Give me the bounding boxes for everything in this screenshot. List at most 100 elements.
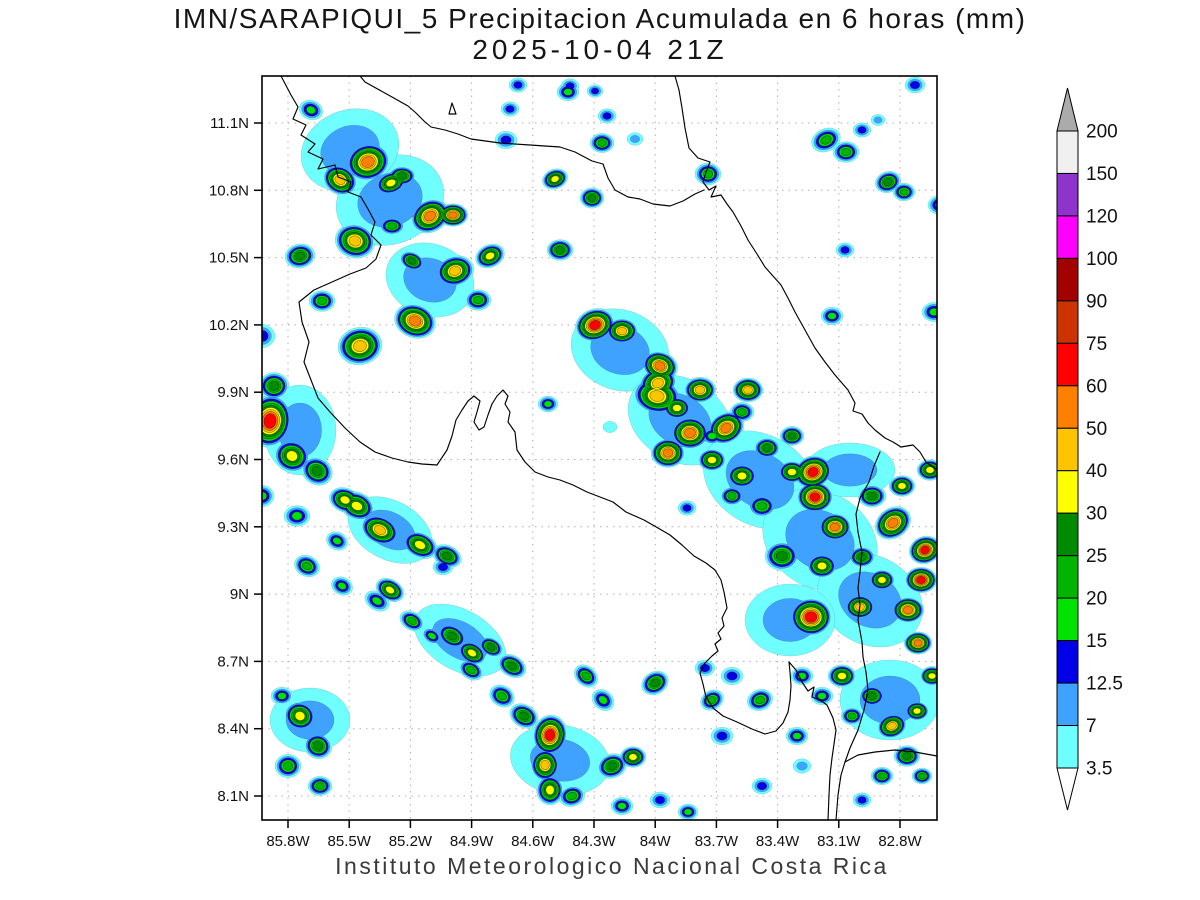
precip-contour-ring (407, 616, 417, 626)
x-tick-label: 83.4W (756, 833, 800, 850)
precip-contour-ring (857, 796, 867, 804)
precip-contour-ring (485, 251, 495, 261)
precip-contour-ring (699, 663, 711, 673)
colorbar-label: 15 (1086, 631, 1107, 652)
precip-contour-ring (466, 665, 476, 675)
precip-contour-ring (650, 678, 660, 688)
precip-contour-ring (775, 550, 789, 562)
precip-contour-ring (912, 707, 922, 715)
precip-contour-ring (545, 784, 555, 796)
precip-contour-ring (294, 711, 306, 721)
precip-contour-ring (654, 795, 666, 805)
precip-contour-ring (787, 432, 797, 440)
precip-contour-ring (602, 112, 612, 120)
precip-contour-ring (840, 246, 850, 254)
precip-contour-ring (606, 761, 618, 771)
colorbar-segment (1056, 342, 1079, 387)
precip-contour-ring (873, 116, 883, 124)
precip-contour-ring (294, 251, 306, 261)
precip-contour-ring (316, 296, 328, 306)
precip-contour-ring (830, 522, 840, 532)
precip-contour-ring (282, 761, 294, 771)
colorbar-label: 20 (1086, 589, 1107, 610)
precip-contour-ring (407, 257, 417, 265)
precip-contour-ring (472, 295, 484, 305)
precip-contour-ring (683, 808, 693, 816)
colorbar-over-arrow (1056, 87, 1079, 132)
precip-contour-ring (339, 495, 351, 505)
precip-contour-ring (581, 671, 591, 681)
colorbar-segment (1056, 682, 1079, 727)
colorbar-label: 60 (1086, 376, 1107, 397)
precip-contour-ring (867, 692, 877, 700)
x-tick-label: 82.8W (878, 833, 922, 850)
colorbar-label: 7 (1086, 716, 1097, 737)
precip-contour-ring (727, 492, 737, 500)
y-tick-label: 9N (230, 586, 249, 603)
colorbar-label: 120 (1086, 206, 1118, 227)
precip-contour-ring (628, 753, 638, 761)
precip-contour-ring (563, 88, 573, 96)
precip-contour-ring (505, 105, 515, 113)
colorbar-segment (1056, 512, 1079, 557)
precip-contour-ring (373, 525, 387, 535)
precip-contour-ring (302, 561, 312, 571)
precip-contour-ring (598, 695, 608, 705)
y-tick-label: 11.1N (210, 115, 249, 132)
colorbar-segment (1056, 130, 1079, 174)
precip-contour-ring (916, 576, 926, 584)
chart-title: IMN/SARAPIQUI_5 Precipitacion Acumulada … (173, 3, 1027, 34)
colorbar-segment (1056, 172, 1079, 217)
precip-contour-ring (726, 671, 738, 681)
precip-contour-ring (756, 781, 768, 791)
precip-contour-ring (567, 791, 577, 801)
colorbar-label: 12.5 (1086, 674, 1123, 695)
precip-contour-ring (792, 732, 802, 740)
colorbar-label: 200 (1086, 122, 1118, 143)
precip-contour-ring (311, 465, 323, 477)
precip-contour-ring (809, 492, 821, 502)
precip-contour-ring (386, 222, 398, 230)
precip-contour-ring (820, 135, 832, 145)
x-tick-label: 85.5W (328, 833, 372, 850)
x-tick-label: 84.3W (572, 833, 616, 850)
precip-contour-ring (716, 731, 728, 741)
precip-contour-ring (737, 408, 747, 416)
precip-contour-ring (427, 632, 437, 640)
precip-contour-ring (587, 194, 597, 202)
precip-contour-ring (925, 466, 935, 474)
precip-contour-ring (796, 761, 808, 771)
precip-contour-ring (684, 427, 696, 439)
precip-contour-ring (315, 782, 325, 790)
precip-contour-ring (804, 611, 818, 623)
precip-contour-ring (662, 448, 674, 458)
precip-contour-ring (597, 139, 607, 147)
x-tick-label: 85.2W (389, 833, 433, 850)
y-tick-label: 8.1N (217, 788, 249, 805)
coastline-caribbean (674, 76, 937, 471)
colorbar-label: 90 (1086, 291, 1107, 312)
precip-contour-ring (682, 504, 692, 512)
precip-contour-ring (543, 400, 553, 408)
precip-contour-ring (332, 536, 342, 546)
precip-contour-ring (927, 672, 937, 680)
precip-contour-ring (866, 491, 878, 501)
coastline-panama_border (844, 451, 881, 763)
precip-contour-ring (268, 381, 280, 391)
precip-contour-ring (920, 545, 930, 555)
chart-subtitle: 2025-10-04 21Z (472, 34, 728, 65)
precip-contour-ring (544, 729, 556, 741)
precip-contour-ring (756, 501, 768, 511)
precip-contour-ring (877, 576, 887, 584)
precip-contour-ring (902, 752, 912, 760)
y-tick-label: 8.4N (217, 721, 249, 738)
precip-contour-ring (909, 80, 921, 90)
precip-contour-ring (361, 156, 375, 168)
y-tick-label: 9.3N (217, 519, 249, 536)
precip-contour-ring (262, 330, 269, 342)
precip-contour-ring (816, 561, 828, 571)
precip-contour-ring (707, 432, 717, 440)
precip-contour-ring (617, 802, 627, 810)
y-tick-label: 10.5N (209, 250, 249, 267)
x-tick-label: 84.6W (511, 833, 555, 850)
